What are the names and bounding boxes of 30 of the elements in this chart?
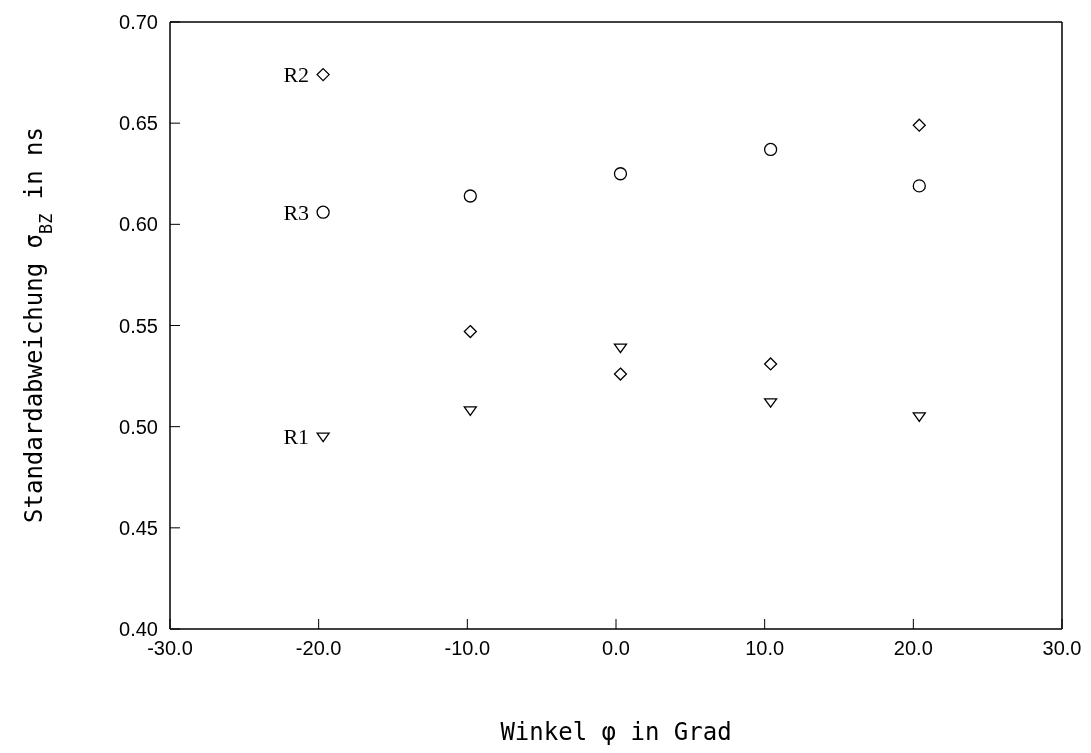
point (613, 343, 628, 354)
point (463, 406, 477, 416)
point (613, 167, 628, 181)
y-tick-label: 0.55 (119, 314, 158, 337)
series-label: R2 (283, 62, 310, 88)
x-tick-label: 20.0 (893, 637, 933, 660)
point (912, 412, 926, 422)
series-label: R3 (283, 199, 310, 225)
point (463, 324, 477, 339)
point (463, 189, 477, 203)
point (763, 142, 778, 157)
x-tick-label: 0.0 (602, 637, 630, 660)
x-tick-label: -20.0 (295, 637, 342, 660)
point (316, 67, 330, 82)
y-tick-label: 0.60 (119, 213, 158, 236)
y-tick-label: 0.70 (119, 11, 158, 34)
y-tick-label: 0.45 (119, 516, 158, 539)
x-tick-label: 10.0 (745, 637, 785, 660)
point (912, 118, 926, 132)
point (316, 432, 330, 443)
x-tick-label: -10.0 (444, 637, 491, 660)
x-tick-label: 30.0 (1042, 637, 1082, 660)
y-tick-label: 0.50 (119, 415, 158, 438)
series-label: R1 (283, 424, 310, 450)
point (912, 179, 926, 193)
point (316, 205, 330, 219)
x-axis-title: Winkel φ in Grad (500, 718, 732, 746)
point (613, 367, 628, 381)
point (763, 357, 778, 371)
y-tick-label: 0.65 (119, 112, 158, 135)
